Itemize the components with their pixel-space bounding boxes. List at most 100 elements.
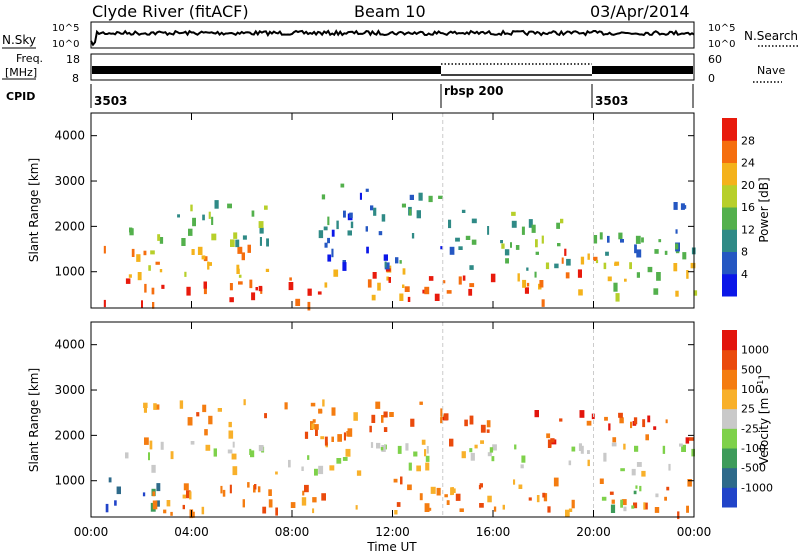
heatmap-cell (408, 462, 412, 471)
heatmap-cell (385, 268, 391, 272)
heatmap-cell (182, 504, 185, 510)
heatmap-cell (682, 252, 687, 260)
x-tick-label: 12:00 (375, 525, 410, 539)
heatmap-cell (654, 507, 660, 513)
heatmap-cell (155, 404, 160, 410)
heatmap-cell (521, 226, 525, 235)
heatmap-cell (213, 448, 217, 457)
heatmap-cell (608, 423, 611, 431)
heatmap-cell (425, 462, 430, 471)
heatmap-cell (611, 499, 615, 504)
colorbar-swatch (722, 369, 737, 390)
heatmap-cell (323, 226, 328, 231)
heatmap-cell (465, 235, 471, 240)
heatmap-cell (141, 300, 143, 309)
heatmap-cell (136, 254, 141, 262)
heatmap-cell (434, 293, 440, 301)
heatmap-cell (511, 211, 516, 216)
heatmap-cell (369, 425, 372, 433)
heatmap-cell (440, 408, 443, 417)
heatmap-cell (222, 489, 226, 497)
heatmap-cell (342, 457, 348, 461)
heatmap-cell (232, 466, 238, 476)
heatmap-cell (524, 287, 529, 294)
heatmap-cell (443, 413, 449, 421)
heatmap-cell (410, 418, 415, 427)
heatmap-cell (553, 477, 559, 487)
heatmap-cell (413, 451, 418, 457)
heatmap-cell (455, 237, 460, 242)
heatmap-cell (255, 287, 258, 291)
heatmap-cell (301, 466, 304, 471)
heatmap-cell (237, 246, 243, 254)
heatmap-cell (675, 229, 678, 234)
heatmap-cell (469, 265, 474, 270)
heatmap-cell (455, 493, 461, 501)
heatmap-cell (324, 436, 328, 446)
heatmap-cell (389, 412, 394, 417)
colorbar-tick-label: 500 (741, 363, 762, 376)
heatmap-cell (685, 437, 690, 444)
heatmap-cell (347, 230, 352, 236)
heatmap-cell (397, 445, 402, 454)
heatmap-cell (333, 269, 339, 277)
heatmap-cell (586, 420, 592, 426)
heatmap-cell (310, 402, 316, 407)
heatmap-cell (636, 462, 642, 467)
heatmap-cell (418, 192, 423, 201)
heatmap-cell (486, 429, 490, 433)
nsky-tick-top: 10^5 (52, 23, 79, 34)
heatmap-cell (230, 239, 235, 247)
heatmap-cell (202, 404, 207, 413)
heatmap-cell (355, 505, 358, 510)
heatmap-cell (143, 402, 148, 408)
heatmap-cell (686, 270, 689, 279)
heatmap-cell (409, 194, 414, 200)
heatmap-cell (619, 417, 624, 424)
heatmap-cell (641, 470, 646, 477)
heatmap-cell (144, 437, 149, 445)
heatmap-cell (202, 214, 205, 221)
heatmap-cell (656, 272, 661, 281)
colorbar-tick-label: 1000 (741, 344, 769, 357)
heatmap-cell (242, 235, 247, 240)
heatmap-cell (371, 414, 376, 423)
heatmap-cell (257, 486, 261, 493)
heatmap-cell (182, 494, 186, 499)
heatmap-cell (116, 486, 121, 495)
heatmap-cell (190, 204, 193, 212)
heatmap-cell (534, 271, 537, 278)
heatmap-cell (631, 468, 636, 476)
heatmap-cell (250, 450, 255, 458)
heatmap-cell (211, 233, 217, 241)
heatmap-cell (458, 246, 463, 250)
heatmap-cell (559, 418, 563, 422)
heatmap-cell (595, 259, 599, 264)
x-tick-label: 00:00 (74, 525, 109, 539)
heatmap-cell (620, 499, 623, 508)
heatmap-cell (125, 278, 131, 284)
heatmap-cell (644, 502, 648, 510)
power-colorbar-label: Power [dB] (757, 177, 771, 242)
heatmap-cell (251, 292, 256, 301)
heatmap-cell (515, 245, 520, 250)
heatmap-cell (183, 483, 189, 491)
heatmap-cell (399, 293, 404, 301)
freq-panel: Freq. [MHz] 18 8 60 0 Nave (2, 52, 785, 85)
heatmap-cell (565, 509, 570, 518)
heatmap-cell (578, 443, 582, 451)
heatmap-cell (383, 254, 388, 261)
heatmap-cell (405, 443, 409, 451)
colorbar-swatch (722, 184, 737, 208)
velocity-colorbar: 1000 500 100 25 -25 -100 -500 -1000 (722, 330, 773, 508)
heatmap-cell (629, 262, 632, 270)
heatmap-cell (203, 288, 207, 295)
heatmap-cell (151, 464, 156, 473)
heatmap-cell (647, 415, 651, 423)
heatmap-cell (247, 482, 250, 488)
heatmap-cell (108, 477, 112, 483)
heatmap-cell (155, 500, 160, 507)
heatmap-cell (673, 202, 678, 210)
colorbar-tick-label: 24 (741, 157, 755, 170)
